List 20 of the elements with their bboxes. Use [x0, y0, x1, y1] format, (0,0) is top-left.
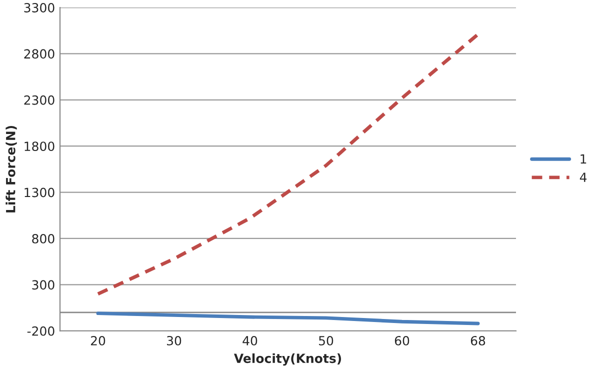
y-tick-label: 1800	[24, 142, 54, 152]
line-series	[96, 312, 480, 326]
x-tick-label: 68	[470, 336, 486, 346]
y-tick-label: 2300	[24, 95, 54, 105]
legend-label: 4	[580, 172, 587, 182]
legend-label: 1	[580, 154, 586, 164]
y-tick-label: 800	[32, 234, 54, 244]
line-series	[96, 32, 480, 296]
x-tick-label: 50	[319, 336, 334, 346]
y-tick-label: 1300	[24, 188, 54, 198]
x-tick-label: 40	[242, 336, 258, 346]
x-tick-label: 30	[167, 336, 182, 346]
x-tick-label: 20	[90, 336, 106, 346]
x-tick-label: 60	[394, 336, 410, 346]
y-axis-title: Lift Force(N)	[6, 126, 17, 212]
y-tick-label: 3300	[24, 2, 54, 12]
y-tick-label: 300	[32, 280, 54, 290]
y-tick-label: 2800	[24, 49, 54, 59]
y-tick-label: -200	[27, 326, 54, 336]
x-axis-title: Velocity(Knots)	[234, 353, 342, 366]
